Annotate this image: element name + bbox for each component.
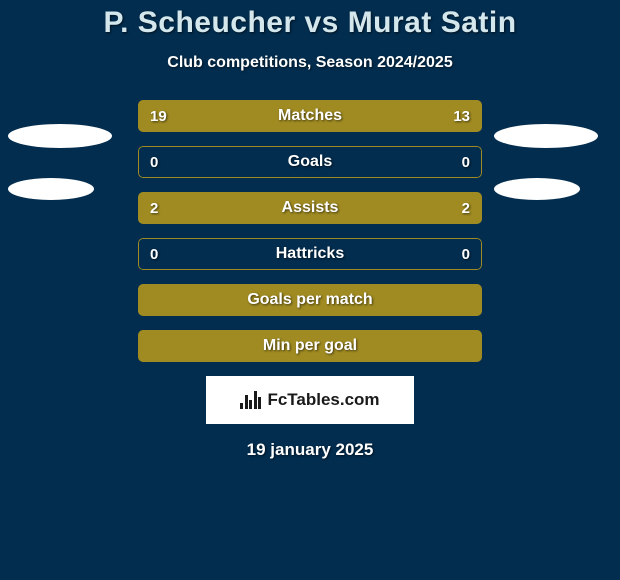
stat-fill-right xyxy=(310,192,482,224)
stat-border xyxy=(138,238,482,270)
stat-fill-left xyxy=(138,192,310,224)
stat-fill-left xyxy=(138,100,342,132)
stat-value-right: 0 xyxy=(462,238,470,270)
fctables-logo: FcTables.com xyxy=(206,376,414,424)
player-ellipse-left xyxy=(8,124,112,148)
stat-fill-full xyxy=(138,330,482,362)
stat-value-left: 19 xyxy=(150,100,167,132)
title: P. Scheucher vs Murat Satin xyxy=(0,6,620,40)
stat-label: Goals xyxy=(138,146,482,178)
player-ellipse-left xyxy=(8,178,94,200)
stat-row: Matches1913 xyxy=(138,100,482,132)
stat-value-left: 0 xyxy=(150,146,158,178)
stat-row: Goals0 0 xyxy=(138,146,482,178)
date-text: 19 january 2025 xyxy=(0,440,620,460)
stat-fill-full xyxy=(138,284,482,316)
stat-row: Assists22 xyxy=(138,192,482,224)
stat-value-left: 0 xyxy=(150,238,158,270)
subtitle: Club competitions, Season 2024/2025 xyxy=(0,54,620,72)
stat-row: Goals per match xyxy=(138,284,482,316)
stat-value-right: 2 xyxy=(462,192,470,224)
player-ellipse-right xyxy=(494,124,598,148)
player-ellipse-right xyxy=(494,178,580,200)
logo-text: FcTables.com xyxy=(267,390,379,410)
stat-row: Hattricks0 0 xyxy=(138,238,482,270)
logo-bars-icon xyxy=(240,391,261,409)
stat-value-right: 0 xyxy=(462,146,470,178)
stat-border xyxy=(138,146,482,178)
stat-row: Min per goal xyxy=(138,330,482,362)
stat-value-right: 13 xyxy=(453,100,470,132)
stat-value-left: 2 xyxy=(150,192,158,224)
comparison-infographic: P. Scheucher vs Murat Satin Club competi… xyxy=(0,0,620,580)
stat-label: Hattricks xyxy=(138,238,482,270)
